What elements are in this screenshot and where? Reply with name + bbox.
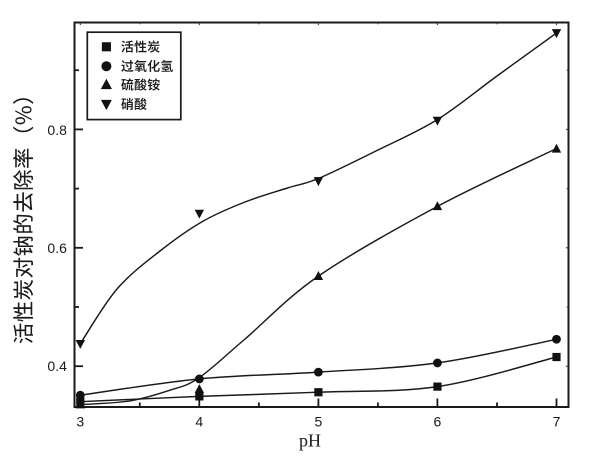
- svg-text:7: 7: [553, 414, 561, 430]
- svg-text:6: 6: [434, 414, 442, 430]
- svg-text:3: 3: [76, 414, 84, 430]
- svg-text:4: 4: [195, 414, 203, 430]
- svg-text:0.4: 0.4: [47, 358, 67, 374]
- svg-text:0.8: 0.8: [47, 122, 67, 138]
- svg-text:0.6: 0.6: [47, 240, 67, 256]
- svg-text:pH: pH: [299, 431, 321, 451]
- svg-text:5: 5: [315, 414, 323, 430]
